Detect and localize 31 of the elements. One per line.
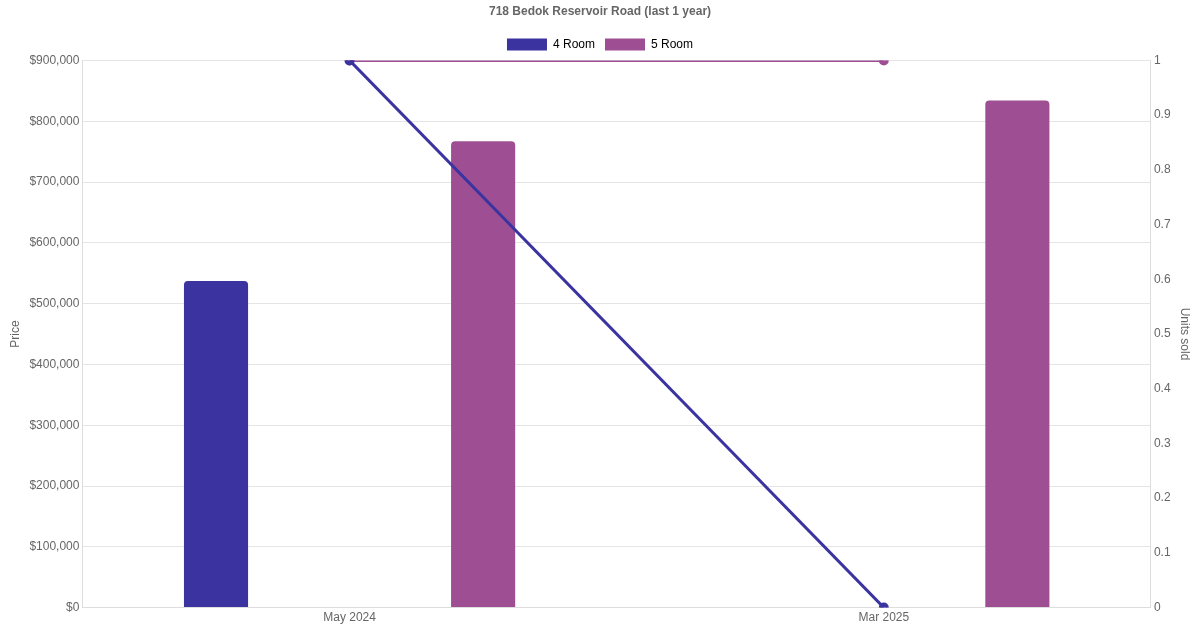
- bar: [985, 100, 1050, 608]
- y-tick-label: $500,000: [29, 295, 80, 310]
- y2-tick-label: 0.5: [1153, 326, 1171, 341]
- y-tick-label: $300,000: [29, 417, 80, 432]
- x-tick-label: Mar 2025: [858, 610, 910, 625]
- y2-tick-label: 0.8: [1153, 162, 1171, 177]
- y-tick-label: $100,000: [29, 539, 80, 554]
- y2-tick-label: 1: [1153, 52, 1161, 67]
- bar: [183, 281, 249, 608]
- y2-tick-label: 0.6: [1153, 271, 1171, 286]
- y-tick-label: $600,000: [29, 235, 80, 250]
- y2-tick-label: 0.9: [1153, 107, 1171, 122]
- y-tick-label: $900,000: [29, 52, 80, 67]
- y2-tick-label: 0.2: [1153, 490, 1171, 505]
- y-axis-title: Price: [7, 320, 22, 348]
- y-tick-label: $400,000: [29, 356, 80, 371]
- x-tick-label: May 2024: [323, 610, 377, 625]
- bar: [451, 141, 516, 608]
- y2-tick-label: 0.4: [1153, 381, 1171, 396]
- y2-tick-label: 0.7: [1153, 216, 1171, 231]
- y-tick-label: $0: [66, 599, 80, 614]
- y2-tick-label: 0.1: [1153, 545, 1171, 560]
- chart-title: 718 Bedok Reservoir Road (last 1 year): [488, 3, 712, 18]
- y-tick-label: $200,000: [29, 478, 80, 493]
- legend-label: 5 Room: [651, 36, 694, 51]
- y-tick-label: $800,000: [29, 113, 80, 128]
- y-tick-label: $700,000: [29, 174, 80, 189]
- y2-axis-title: Units sold: [1178, 307, 1193, 361]
- y2-tick-label: 0: [1153, 599, 1161, 614]
- y2-tick-label: 0.3: [1153, 435, 1171, 450]
- legend-label: 4 Room: [552, 36, 596, 51]
